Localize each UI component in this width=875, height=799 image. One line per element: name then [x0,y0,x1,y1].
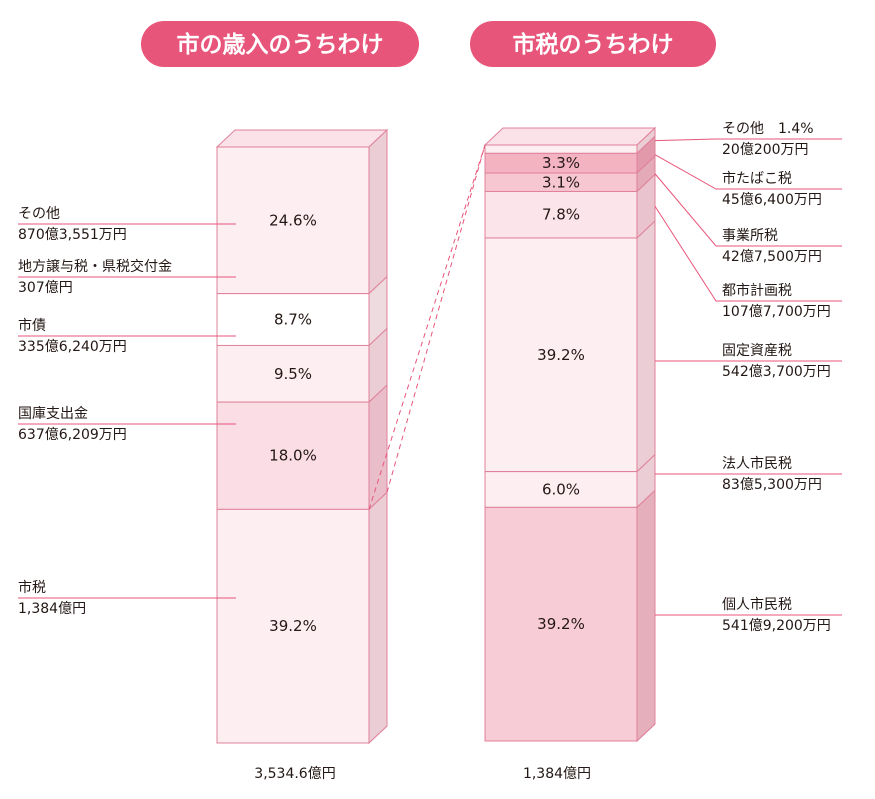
left-segment-3 [216,401,370,510]
right-segment-3-pct-label: 7.8% [542,206,580,224]
left-title-badge [141,21,419,67]
right-label-name-1: 市たばこ税 [722,170,792,187]
right-label-amount-5: 83億5,300万円 [722,477,822,493]
right-segment-6-side [636,489,656,743]
left-chart-title: 市の歳入のうちわけ [177,31,384,58]
connector-dashed-top [386,144,486,493]
right-title-badge [470,21,716,67]
left-label-amount-1: 307億円 [18,280,73,296]
left-label-name-1: 地方譲与税・県税交付金 [18,258,172,275]
right-segment-4 [484,237,638,473]
right-leader-line-1 [654,154,842,190]
left-segment-1-pct-label: 8.7% [274,311,312,329]
connector-dashed-bottom [368,144,486,510]
right-label-name-4: 固定資産税 [722,343,792,359]
left-bar-top-face [215,129,389,148]
left-segment-2 [216,344,370,403]
right-leader-line-0 [654,138,842,142]
right-segment-5-pct-label: 6.0% [542,480,580,498]
left-label-name-3: 国庫支出金 [18,405,88,422]
right-chart-title: 市税のうちわけ [513,31,674,58]
right-bar-top-face [483,127,657,146]
left-segment-1 [216,293,370,346]
right-label-amount-6: 541億9,200万円 [722,618,831,634]
left-segment-0-pct-label: 24.6% [269,211,317,229]
left-segment-2-pct-label: 9.5% [274,365,312,383]
left-label-amount-3: 637億6,209万円 [18,427,127,443]
left-segment-3-pct-label: 18.0% [269,447,317,465]
left-label-name-0: その他 [18,206,60,222]
left-segment-0 [216,146,370,295]
right-label-name-0: その他 1.4% [722,121,814,137]
right-label-amount-0: 20億200万円 [722,142,809,158]
right-leader-line-2 [654,173,842,247]
right-label-name-3: 都市計画税 [722,282,792,299]
left-total-label: 3,534.6億円 [254,766,335,782]
left-label-amount-4: 1,384億円 [18,601,86,617]
right-segment-1-pct-label: 3.3% [542,154,580,172]
right-label-amount-4: 542億3,700万円 [722,364,831,380]
right-label-name-6: 個人市民税 [722,596,792,613]
right-segment-4-side [636,219,656,473]
right-leader-line-3 [654,205,842,302]
right-label-amount-2: 42億7,500万円 [722,249,822,265]
left-segment-0-side [368,128,388,295]
right-segment-2-pct-label: 3.1% [542,173,580,191]
right-label-amount-1: 45億6,400万円 [722,192,822,208]
right-label-name-2: 事業所税 [722,228,778,244]
right-segment-0 [484,144,638,154]
left-segment-4-side [368,491,388,745]
left-segment-3-side [368,383,388,511]
right-segment-6-pct-label: 39.2% [537,615,585,633]
right-label-amount-3: 107億7,700万円 [722,304,831,320]
right-segment-4-pct-label: 39.2% [537,346,585,364]
left-label-name-2: 市債 [18,317,46,334]
left-label-amount-2: 335億6,240万円 [18,339,127,355]
left-segment-4-pct-label: 39.2% [269,617,317,635]
right-total-label: 1,384億円 [523,766,591,782]
right-label-name-5: 法人市民税 [722,455,792,472]
left-label-amount-0: 870億3,551万円 [18,227,127,243]
left-label-name-4: 市税 [18,579,46,596]
